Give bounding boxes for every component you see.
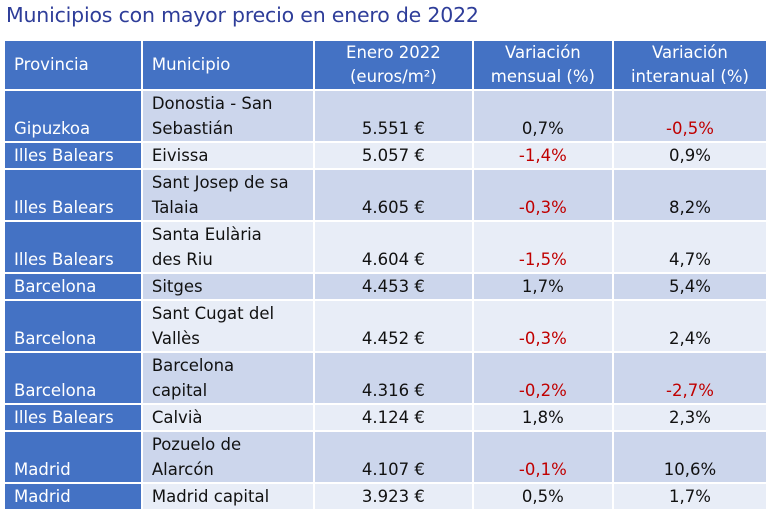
table-row: Illes Balears Calvià 4.124 €1,8% 2,3% bbox=[5, 405, 768, 432]
header-mensual-line1: Variación bbox=[504, 43, 581, 62]
municipio-line2: Vallès bbox=[151, 329, 200, 348]
header-mensual-line2: mensual (%) bbox=[490, 67, 595, 86]
cell-variacion-mensual: -0,1% bbox=[473, 432, 614, 484]
cell-municipio: Santa Eulària des Riu bbox=[142, 222, 316, 274]
cell-provincia: Barcelona bbox=[5, 353, 143, 405]
cell-variacion-interanual: 2,4% bbox=[613, 301, 768, 353]
municipio-line1: Pozuelo de bbox=[151, 435, 242, 454]
cell-variacion-interanual: 2,3% bbox=[613, 405, 768, 432]
cell-precio: 4.107 € bbox=[315, 432, 474, 484]
header-interanual-line2: interanual (%) bbox=[630, 67, 749, 86]
cell-provincia: Illes Balears bbox=[5, 143, 143, 170]
header-precio: Enero 2022 (euros/m²) bbox=[315, 41, 474, 91]
cell-municipio: Madrid capital bbox=[142, 484, 316, 511]
cell-precio: 4.124 € bbox=[315, 405, 474, 432]
table-row: Barcelona Sitges 4.453 €1,7% 5,4% bbox=[5, 274, 768, 301]
municipio-line1: Santa Eulària bbox=[151, 225, 262, 244]
cell-provincia: Barcelona bbox=[5, 274, 143, 301]
table-row: Madrid Madrid capital 3.923 €0,5% 1,7% bbox=[5, 484, 768, 511]
cell-provincia: Illes Balears bbox=[5, 405, 143, 432]
price-table: Provincia Municipio Enero 2022 (euros/m²)… bbox=[5, 41, 768, 511]
page-title: Municipios con mayor precio en enero de … bbox=[6, 3, 479, 27]
municipio-line1: Sant Cugat del bbox=[151, 304, 275, 323]
cell-precio: 4.452 € bbox=[315, 301, 474, 353]
cell-municipio: Barcelona capital bbox=[142, 353, 316, 405]
cell-precio: 5.057 € bbox=[315, 143, 474, 170]
cell-variacion-interanual: 10,6% bbox=[613, 432, 768, 484]
municipio-line1: Sitges bbox=[151, 277, 203, 296]
cell-variacion-mensual: -1,4% bbox=[473, 143, 614, 170]
table-row: Barcelona Barcelona capital 4.316 € -0,2% -2,… bbox=[5, 353, 768, 405]
cell-provincia: Gipuzkoa bbox=[5, 91, 143, 143]
cell-precio: 3.923 € bbox=[315, 484, 474, 511]
table-header-row: Provincia Municipio Enero 2022 (euros/m²)… bbox=[5, 41, 768, 91]
cell-municipio: Sant Cugat del Vallès bbox=[142, 301, 316, 353]
municipio-line1: Donostia - San bbox=[151, 94, 273, 113]
municipio-line2: capital bbox=[151, 381, 208, 400]
municipio-line1: Barcelona bbox=[151, 356, 235, 375]
cell-variacion-mensual: -0,2% bbox=[473, 353, 614, 405]
cell-variacion-interanual: 5,4% bbox=[613, 274, 768, 301]
cell-variacion-mensual: 1,7% bbox=[473, 274, 614, 301]
cell-municipio: Eivissa bbox=[142, 143, 316, 170]
header-precio-line1: Enero 2022 bbox=[346, 43, 441, 62]
header-provincia: Provincia bbox=[5, 41, 143, 91]
cell-variacion-mensual: 1,8% bbox=[473, 405, 614, 432]
cell-variacion-mensual: 0,5% bbox=[473, 484, 614, 511]
cell-municipio: Pozuelo de Alarcón bbox=[142, 432, 316, 484]
municipio-line2: Alarcón bbox=[151, 460, 214, 479]
cell-municipio: Sitges bbox=[142, 274, 316, 301]
cell-variacion-interanual: 4,7% bbox=[613, 222, 768, 274]
header-variacion-mensual: Variación mensual (%) bbox=[473, 41, 614, 91]
cell-variacion-mensual: -0,3% bbox=[473, 301, 614, 353]
cell-provincia: Illes Balears bbox=[5, 170, 143, 222]
cell-municipio: Calvià bbox=[142, 405, 316, 432]
cell-variacion-interanual: -2,7% bbox=[613, 353, 768, 405]
cell-municipio: Sant Josep de sa Talaia bbox=[142, 170, 316, 222]
cell-precio: 4.604 € bbox=[315, 222, 474, 274]
table-row: Barcelona Sant Cugat del Vallès 4.452 € -0,3… bbox=[5, 301, 768, 353]
header-interanual-line1: Variación bbox=[652, 43, 728, 62]
header-precio-line2: (euros/m²) bbox=[350, 67, 437, 86]
municipio-line1: Sant Josep de sa bbox=[151, 173, 289, 192]
table-row: Illes Balears Sant Josep de sa Talaia 4.605… bbox=[5, 170, 768, 222]
cell-variacion-mensual: -1,5% bbox=[473, 222, 614, 274]
cell-provincia: Madrid bbox=[5, 484, 143, 511]
cell-precio: 4.605 € bbox=[315, 170, 474, 222]
cell-variacion-interanual: 0,9% bbox=[613, 143, 768, 170]
table-row: Gipuzkoa Donostia - San Sebastián 5.551 €0,… bbox=[5, 91, 768, 143]
cell-provincia: Illes Balears bbox=[5, 222, 143, 274]
cell-municipio: Donostia - San Sebastián bbox=[142, 91, 316, 143]
municipio-line2: Sebastián bbox=[151, 119, 234, 138]
cell-variacion-interanual: 8,2% bbox=[613, 170, 768, 222]
municipio-line1: Eivissa bbox=[151, 146, 209, 165]
municipio-line2: des Riu bbox=[151, 250, 213, 269]
table-body: Gipuzkoa Donostia - San Sebastián 5.551 €0,… bbox=[5, 91, 768, 511]
header-municipio: Municipio bbox=[142, 41, 316, 91]
cell-provincia: Barcelona bbox=[5, 301, 143, 353]
municipio-line1: Madrid capital bbox=[151, 487, 270, 506]
cell-provincia: Madrid bbox=[5, 432, 143, 484]
cell-precio: 4.453 € bbox=[315, 274, 474, 301]
cell-variacion-interanual: -0,5% bbox=[613, 91, 768, 143]
table-row: Illes Balears Eivissa 5.057 € -1,4% 0,9% bbox=[5, 143, 768, 170]
cell-variacion-mensual: 0,7% bbox=[473, 91, 614, 143]
municipio-line2: Talaia bbox=[151, 198, 199, 217]
table-row: Madrid Pozuelo de Alarcón 4.107 € -0,1% 10,6% bbox=[5, 432, 768, 484]
cell-variacion-mensual: -0,3% bbox=[473, 170, 614, 222]
header-variacion-interanual: Variación interanual (%) bbox=[613, 41, 768, 91]
cell-precio: 4.316 € bbox=[315, 353, 474, 405]
cell-variacion-interanual: 1,7% bbox=[613, 484, 768, 511]
cell-precio: 5.551 € bbox=[315, 91, 474, 143]
table-row: Illes Balears Santa Eulària des Riu 4.604 €… bbox=[5, 222, 768, 274]
municipio-line1: Calvià bbox=[151, 408, 203, 427]
